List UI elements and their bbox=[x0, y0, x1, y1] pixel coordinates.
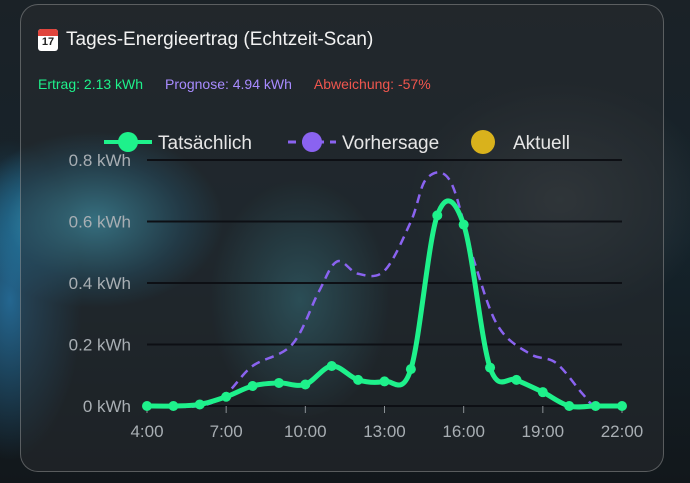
legend-tatsaechlich-marker bbox=[118, 132, 138, 152]
chart-ticks: 0 kWh 0.2 kWh 0.4 kWh 0.6 kWh 0.8 kWh 4:00 7:0… bbox=[69, 151, 644, 441]
legend-aktuell-swatch bbox=[471, 130, 495, 154]
series-tatsaechlich-point bbox=[458, 219, 469, 230]
calendar-icon-header bbox=[38, 29, 58, 36]
calendar-icon: 17 bbox=[38, 29, 58, 51]
series-tatsaechlich-point bbox=[405, 364, 416, 375]
series-tatsaechlich-point bbox=[326, 361, 337, 372]
x-tick-label: 13:00 bbox=[363, 422, 406, 441]
x-tick-label: 16:00 bbox=[442, 422, 485, 441]
y-tick-label: 0 kWh bbox=[83, 397, 131, 416]
x-tick-label: 4:00 bbox=[130, 422, 163, 441]
series-tatsaechlich-point bbox=[590, 401, 601, 411]
series-tatsaechlich-point bbox=[379, 376, 390, 387]
series-tatsaechlich-point bbox=[432, 210, 443, 221]
card-title: 17 Tages-Energieertrag (Echtzeit-Scan) bbox=[38, 29, 373, 51]
legend-vorhersage-label: Vorhersage bbox=[342, 133, 439, 154]
chart-legend: Tatsächlich Vorhersage Aktuell bbox=[104, 130, 570, 154]
y-tick-label: 0.4 kWh bbox=[69, 274, 131, 293]
series-tatsaechlich-point bbox=[168, 401, 179, 411]
x-tick-label: 10:00 bbox=[284, 422, 327, 441]
x-tick-label: 7:00 bbox=[210, 422, 243, 441]
stat-abweichung: Abweichung: -57% bbox=[313, 76, 431, 92]
calendar-icon-day: 17 bbox=[41, 36, 55, 48]
series-tatsaechlich-point bbox=[511, 374, 522, 385]
series-vorhersage-line bbox=[146, 171, 623, 409]
energy-card bbox=[20, 4, 664, 472]
chart-series bbox=[142, 171, 627, 411]
series-tatsaechlich-point bbox=[142, 401, 152, 411]
series-tatsaechlich-point bbox=[617, 401, 627, 411]
series-tatsaechlich-point bbox=[537, 387, 548, 398]
series-tatsaechlich-point bbox=[564, 401, 575, 411]
x-tick-label: 22:00 bbox=[601, 422, 644, 441]
stat-prognose: Prognose: 4.94 kWh bbox=[165, 76, 292, 92]
series-tatsaechlich-point bbox=[221, 391, 232, 402]
series-tatsaechlich-point bbox=[247, 381, 258, 392]
series-tatsaechlich-point bbox=[353, 374, 364, 385]
stat-ertrag: Ertrag: 2.13 kWh bbox=[38, 76, 144, 92]
stats-row: Ertrag: 2.13 kWh Prognose: 4.94 kWh Abwe… bbox=[38, 76, 431, 92]
chart-grid bbox=[146, 159, 623, 413]
series-tatsaechlich-line bbox=[146, 198, 622, 410]
x-tick-label: 19:00 bbox=[522, 422, 565, 441]
series-tatsaechlich-point bbox=[194, 399, 205, 410]
card-title-text: Tages-Energieertrag (Echtzeit-Scan) bbox=[66, 29, 374, 50]
y-tick-label: 0.8 kWh bbox=[69, 151, 131, 170]
series-tatsaechlich-point bbox=[300, 379, 311, 390]
legend-tatsaechlich-label: Tatsächlich bbox=[158, 133, 252, 154]
series-tatsaechlich-point bbox=[485, 362, 496, 373]
legend-vorhersage-marker bbox=[302, 132, 322, 152]
y-tick-label: 0.2 kWh bbox=[69, 336, 131, 355]
series-tatsaechlich-point bbox=[273, 377, 284, 388]
legend-aktuell-label: Aktuell bbox=[513, 133, 570, 154]
y-tick-label: 0.6 kWh bbox=[69, 213, 131, 232]
